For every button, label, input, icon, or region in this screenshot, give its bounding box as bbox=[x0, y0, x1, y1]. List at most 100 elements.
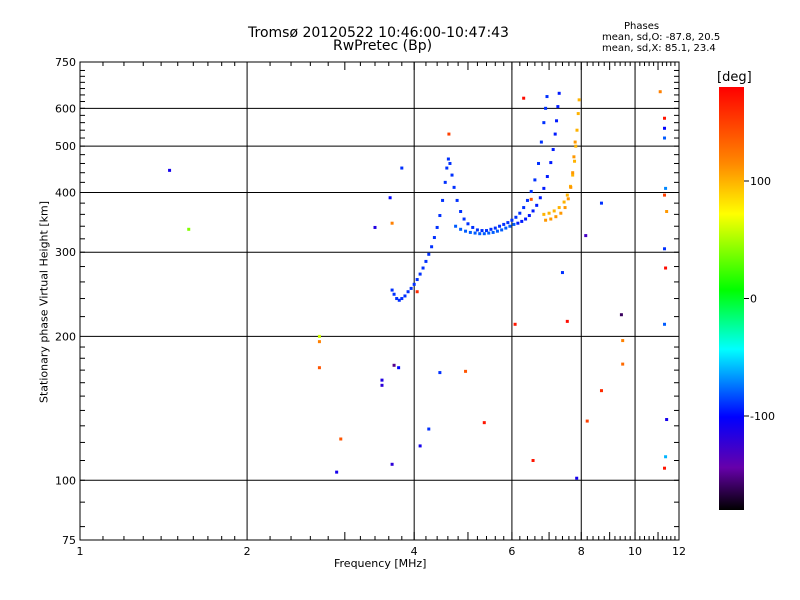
data-point bbox=[471, 225, 475, 229]
data-point bbox=[572, 155, 576, 159]
y-tick-label: 75 bbox=[62, 534, 76, 547]
data-point bbox=[542, 121, 546, 125]
data-point bbox=[663, 247, 667, 251]
data-point bbox=[455, 198, 459, 202]
data-point bbox=[441, 198, 445, 202]
data-point bbox=[664, 186, 668, 190]
data-point bbox=[555, 119, 559, 123]
data-point bbox=[599, 201, 603, 205]
data-point bbox=[464, 369, 468, 373]
data-point bbox=[317, 334, 321, 338]
phases-o-mode-stats: mean, sd,O: -87.8, 20.5 bbox=[602, 32, 721, 43]
data-point bbox=[339, 437, 343, 441]
data-point bbox=[663, 466, 667, 470]
phases-title: Phases bbox=[624, 21, 660, 32]
data-point bbox=[664, 455, 668, 459]
data-point bbox=[390, 221, 394, 225]
y-tick-label: 300 bbox=[55, 246, 76, 259]
data-point bbox=[415, 290, 419, 294]
y-tick-label: 600 bbox=[55, 102, 76, 115]
data-point bbox=[619, 313, 623, 317]
data-point bbox=[459, 210, 463, 214]
y-tick-label: 100 bbox=[55, 474, 76, 487]
chart-title: Tromsø 20120522 10:46:00-10:47:43 bbox=[248, 25, 509, 41]
x-tick-label: 6 bbox=[508, 545, 515, 558]
data-point bbox=[415, 278, 419, 282]
data-point bbox=[576, 112, 580, 116]
colorbar bbox=[719, 87, 744, 510]
data-point bbox=[571, 171, 575, 175]
data-point bbox=[485, 229, 489, 233]
data-point bbox=[569, 185, 573, 189]
colorbar-tick-label: 100 bbox=[750, 175, 771, 188]
data-point bbox=[554, 215, 558, 219]
data-point bbox=[575, 476, 579, 480]
data-point bbox=[397, 366, 401, 370]
data-point bbox=[566, 197, 570, 201]
data-point bbox=[531, 209, 535, 213]
data-point bbox=[317, 366, 321, 370]
data-point bbox=[522, 96, 526, 100]
data-point bbox=[504, 226, 508, 230]
data-point bbox=[168, 168, 172, 172]
data-point bbox=[388, 196, 392, 200]
y-tick-label: 500 bbox=[55, 140, 76, 153]
data-point bbox=[424, 259, 428, 263]
colorbar-ticks: 100 0 -100 bbox=[744, 175, 775, 423]
data-point bbox=[500, 228, 504, 232]
data-point bbox=[506, 221, 510, 225]
data-point bbox=[510, 218, 514, 222]
data-points bbox=[168, 90, 669, 480]
data-point bbox=[317, 340, 321, 344]
data-point bbox=[563, 206, 567, 210]
data-point bbox=[493, 226, 497, 230]
data-point bbox=[421, 266, 425, 270]
data-point bbox=[489, 227, 493, 231]
data-point bbox=[549, 217, 553, 221]
x-tick-label: 10 bbox=[628, 545, 642, 558]
chart-subtitle: RwPretec (Bp) bbox=[333, 38, 433, 54]
data-point bbox=[599, 389, 603, 393]
data-point bbox=[187, 227, 191, 231]
data-point bbox=[571, 173, 575, 177]
data-point bbox=[400, 297, 404, 301]
data-point bbox=[514, 215, 518, 219]
y-tick-label: 750 bbox=[55, 56, 76, 69]
data-point bbox=[427, 427, 431, 431]
data-point bbox=[412, 282, 416, 286]
data-point bbox=[575, 128, 579, 132]
data-point bbox=[621, 362, 625, 366]
data-point bbox=[552, 209, 556, 213]
data-point bbox=[524, 217, 528, 221]
data-point bbox=[498, 224, 502, 228]
data-point bbox=[545, 95, 549, 99]
data-point bbox=[406, 290, 410, 294]
data-point bbox=[443, 180, 447, 184]
data-point bbox=[403, 294, 407, 298]
data-point bbox=[335, 470, 339, 474]
data-point bbox=[409, 286, 413, 290]
data-point bbox=[549, 161, 553, 165]
data-point bbox=[418, 272, 422, 276]
data-point bbox=[518, 211, 522, 215]
data-point bbox=[432, 236, 436, 240]
data-point bbox=[392, 292, 396, 296]
x-tick-label: 12 bbox=[672, 545, 686, 558]
data-point bbox=[508, 224, 512, 228]
data-point bbox=[482, 421, 486, 425]
data-point bbox=[395, 297, 399, 301]
x-tick-label: 4 bbox=[411, 545, 418, 558]
data-point bbox=[522, 206, 526, 210]
data-point bbox=[562, 200, 566, 204]
data-point bbox=[390, 462, 394, 466]
colorbar-tick-label: -100 bbox=[750, 410, 775, 423]
data-point bbox=[438, 371, 442, 375]
data-point bbox=[529, 197, 533, 201]
data-point bbox=[556, 105, 560, 109]
data-point bbox=[557, 91, 561, 95]
data-point bbox=[663, 322, 667, 326]
data-point bbox=[373, 225, 377, 229]
data-point bbox=[533, 178, 537, 182]
data-point bbox=[574, 144, 578, 148]
